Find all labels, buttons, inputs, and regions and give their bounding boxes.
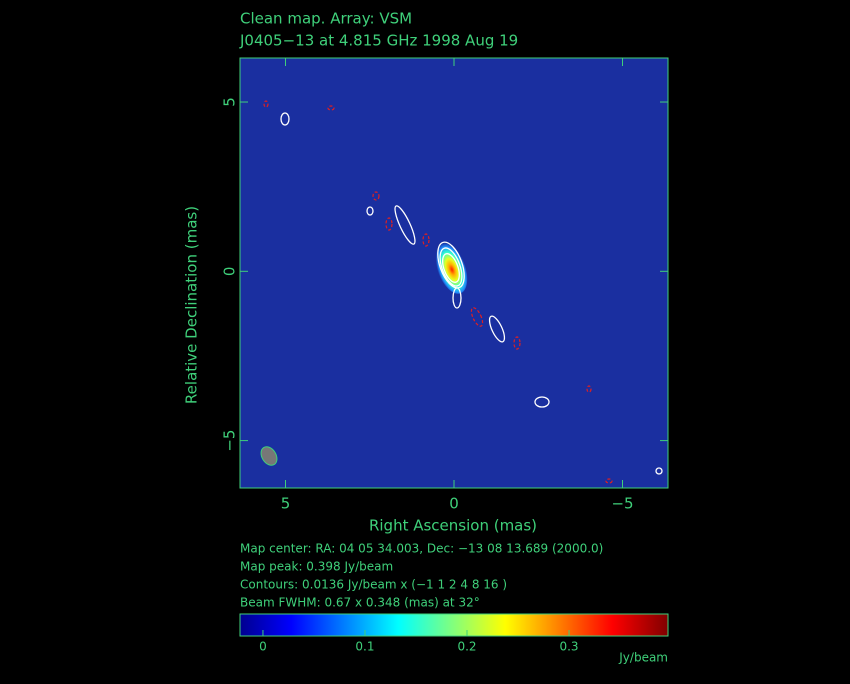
info-line: Map center: RA: 04 05 34.003, Dec: −13 0… — [240, 542, 603, 556]
chart-title: Clean map. Array: VSM — [240, 10, 412, 28]
colorbar-label: Jy/beam — [618, 651, 668, 665]
core — [434, 240, 468, 294]
beam — [260, 446, 278, 466]
colorbar-tick-label: 0.2 — [457, 640, 476, 654]
colorbar-tick-label: 0.1 — [355, 640, 374, 654]
info-line: Contours: 0.0136 Jy/beam x (−1 1 2 4 8 1… — [240, 578, 507, 592]
info-line: Beam FWHM: 0.67 x 0.348 (mas) at 32° — [240, 596, 480, 610]
x-axis-label: Right Ascension (mas) — [369, 517, 537, 535]
colorbar-tick-label: 0.3 — [559, 640, 578, 654]
map — [260, 100, 663, 484]
chart-subtitle: J0405−13 at 4.815 GHz 1998 Aug 19 — [239, 32, 518, 50]
y-tick-label: −5 — [221, 430, 239, 452]
x-tick-label: −5 — [611, 495, 633, 513]
colorbar-tick-label: 0 — [259, 640, 267, 654]
colorbar — [239, 613, 669, 637]
y-axis-label: Relative Declination (mas) — [183, 206, 201, 404]
x-tick-label: 0 — [449, 495, 459, 513]
y-tick-label: 0 — [221, 267, 239, 277]
info-line: Map peak: 0.398 Jy/beam — [240, 560, 393, 574]
y-tick-label: 5 — [221, 97, 239, 107]
x-tick-label: 5 — [281, 495, 291, 513]
